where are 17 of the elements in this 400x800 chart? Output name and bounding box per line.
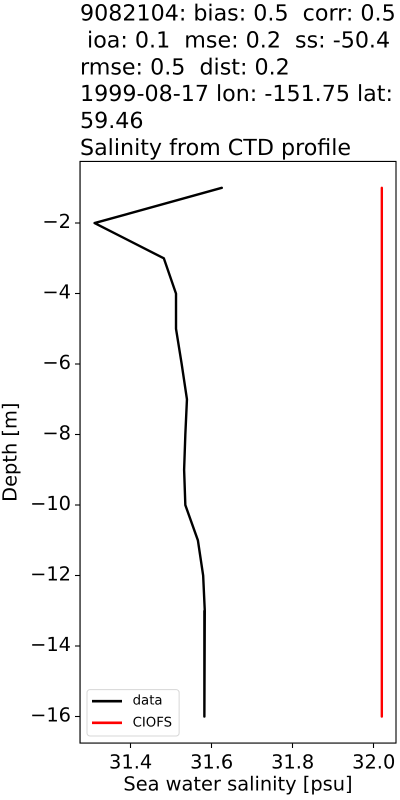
x-tick-label: 31.6	[190, 750, 234, 774]
legend-label: data	[132, 694, 163, 709]
y-tick-label: −6	[42, 351, 71, 374]
x-tick-label: 31.4	[109, 750, 152, 774]
x-tick-label: 31.8	[271, 750, 314, 774]
y-axis-title: Depth [m]	[0, 402, 22, 502]
y-tick-label: −14	[30, 633, 71, 656]
y-tick-label: −16	[30, 704, 71, 727]
y-tick-label: −10	[30, 492, 71, 516]
chart-title: 9082104: bias: 0.5 corr: 0.5 ioa: 0.1 mse: 0.2 ss: -50.4 rmse: 0.5 dist: 0.2 1999-08-17 lon: -151.75 lat: 59.46 Salinity from CTD profile	[80, 0, 396, 161]
x-axis-title: Sea water salinity [psu]	[123, 772, 353, 796]
y-tick-label: −8	[42, 422, 71, 445]
y-tick-label: −12	[30, 562, 71, 586]
y-tick-label: −2	[42, 210, 71, 234]
x-tick-label: 32.0	[352, 750, 396, 774]
legend-label: CIOFS	[132, 715, 172, 730]
y-tick-label: −4	[42, 280, 71, 304]
